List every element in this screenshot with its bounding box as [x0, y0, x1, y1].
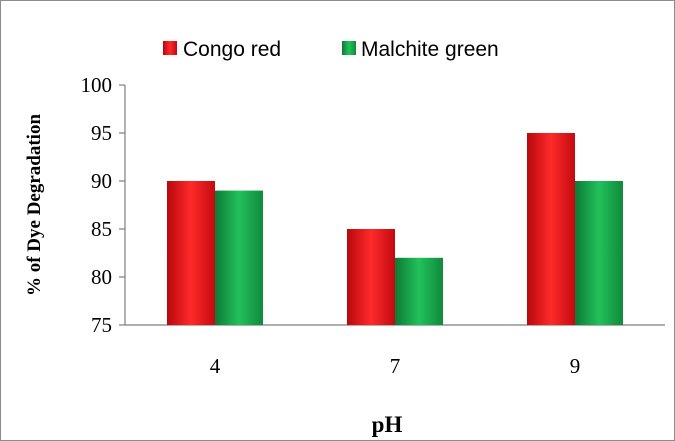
bar-malchite-green-ph-7	[395, 257, 443, 325]
y-tick-label: 90	[91, 169, 112, 193]
bar-congo-red-ph-4	[167, 181, 215, 325]
bars	[167, 133, 623, 325]
y-axis-title: % of Dye Degradation	[24, 114, 45, 296]
y-axis-ticks: 75 80 85 90 95 100	[81, 73, 125, 337]
bar-malchite-green-ph-4	[215, 190, 263, 325]
x-tick-label: 4	[210, 354, 221, 378]
y-tick-label: 75	[91, 313, 112, 337]
bar-congo-red-ph-7	[347, 229, 395, 325]
y-tick-label: 100	[81, 73, 113, 97]
bar-malchite-green-ph-9	[575, 181, 623, 325]
bar-congo-red-ph-9	[527, 133, 575, 325]
legend-swatch-congo-red	[163, 41, 177, 55]
y-tick-label: 80	[91, 265, 112, 289]
x-tick-label: 7	[390, 354, 401, 378]
y-tick-label: 95	[91, 121, 112, 145]
legend: Congo red Malchite green	[163, 38, 499, 61]
legend-label-congo-red: Congo red	[183, 38, 281, 61]
x-axis-title: pH	[372, 412, 403, 437]
x-tick-label: 9	[570, 354, 581, 378]
legend-label-malchite-green: Malchite green	[361, 38, 499, 61]
y-tick-label: 85	[91, 217, 112, 241]
legend-swatch-malchite-green	[342, 41, 356, 55]
